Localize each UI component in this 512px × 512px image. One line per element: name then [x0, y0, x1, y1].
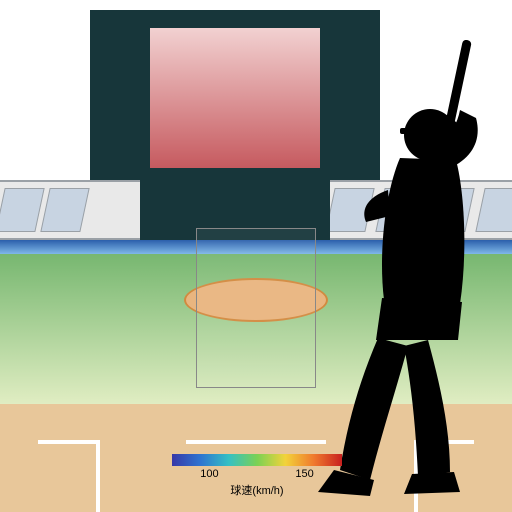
- velocity-tick: 150: [295, 468, 313, 480]
- wall-panel: [40, 188, 89, 232]
- velocity-legend: 100 150 球速(km/h): [172, 454, 342, 498]
- strike-zone: [196, 228, 316, 388]
- pitch-location-scene: 100 150 球速(km/h): [0, 0, 512, 512]
- velocity-axis-label: 球速(km/h): [172, 482, 342, 498]
- batter-silhouette: [300, 40, 512, 510]
- chalk-line: [96, 440, 100, 512]
- scoreboard-screen: [150, 28, 320, 168]
- velocity-colorbar: [172, 454, 342, 466]
- velocity-tick: 100: [200, 468, 218, 480]
- wall-panel: [0, 188, 45, 232]
- velocity-ticks: 100 150: [172, 468, 342, 482]
- chalk-line: [38, 440, 98, 444]
